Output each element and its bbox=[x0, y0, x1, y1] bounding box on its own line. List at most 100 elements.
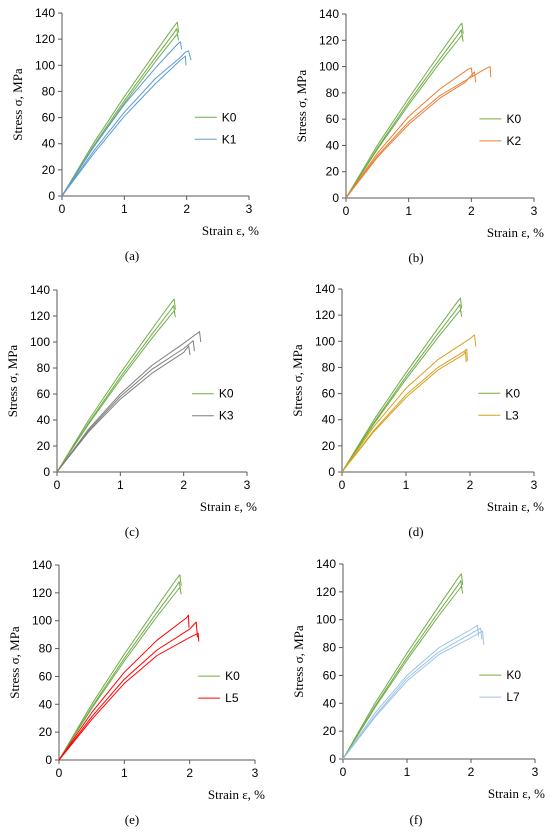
y-tick-label: 20 bbox=[39, 725, 53, 739]
y-tick-label: 80 bbox=[39, 642, 53, 656]
series-line bbox=[56, 305, 176, 473]
x-tick-label: 1 bbox=[121, 766, 128, 780]
series-line bbox=[58, 614, 190, 761]
series-line bbox=[342, 627, 483, 760]
y-tick-label: 80 bbox=[322, 360, 336, 374]
y-tick-label: 0 bbox=[328, 465, 335, 479]
x-tick-label: 1 bbox=[117, 478, 124, 492]
y-tick-label: 100 bbox=[316, 613, 336, 627]
x-tick-label: 0 bbox=[340, 765, 347, 779]
y-tick-label: 40 bbox=[326, 138, 340, 152]
chart-panel: 0 20 40 60 80 100 120 140 0 1 2 3 Stress σ, MPa Strai… bbox=[5, 283, 257, 539]
legend-label: K0 bbox=[225, 669, 240, 683]
y-tick-label: 120 bbox=[35, 32, 55, 46]
x-tick-label: 1 bbox=[405, 204, 412, 218]
x-tick-label: 1 bbox=[404, 765, 411, 779]
chart-panel: 0 20 40 60 80 100 120 140 0 1 2 3 Stress σ, MPa Strai… bbox=[291, 557, 545, 827]
panel-caption: (a) bbox=[125, 248, 139, 263]
series-line bbox=[341, 304, 462, 473]
x-tick-label: 3 bbox=[531, 204, 538, 218]
series-line bbox=[61, 21, 180, 197]
y-tick-label: 120 bbox=[32, 586, 52, 600]
y-tick-label: 140 bbox=[35, 6, 55, 20]
series-line bbox=[58, 632, 200, 761]
series-line bbox=[61, 41, 183, 197]
y-tick-label: 140 bbox=[316, 557, 336, 571]
series-line bbox=[56, 310, 176, 473]
y-tick-label: 20 bbox=[42, 163, 56, 177]
y-tick-label: 60 bbox=[322, 387, 336, 401]
series-line bbox=[56, 340, 195, 473]
legend-label: K0 bbox=[219, 387, 234, 401]
legend-label: K3 bbox=[219, 409, 234, 423]
x-tick-label: 3 bbox=[532, 765, 539, 779]
series-line bbox=[345, 71, 477, 199]
x-axis-title: Strain ε, % bbox=[200, 499, 257, 514]
series-line bbox=[58, 574, 182, 761]
y-axis-title: Stress σ, MPa bbox=[5, 345, 20, 418]
series-line bbox=[345, 34, 464, 199]
legend-label: K0 bbox=[506, 668, 521, 682]
panel-caption: (c) bbox=[125, 524, 139, 539]
y-tick-label: 100 bbox=[30, 335, 50, 349]
series-line bbox=[342, 630, 485, 760]
y-tick-label: 120 bbox=[319, 33, 339, 47]
y-tick-label: 140 bbox=[32, 558, 52, 572]
x-tick-label: 0 bbox=[343, 204, 350, 218]
y-tick-label: 20 bbox=[323, 724, 337, 738]
chart-panel: 0 20 40 60 80 100 120 140 0 1 2 3 Stress σ, MPa Strai… bbox=[294, 7, 544, 265]
y-tick-label: 100 bbox=[35, 58, 55, 72]
y-tick-label: 40 bbox=[42, 137, 56, 151]
panel-caption: (e) bbox=[125, 812, 139, 827]
y-tick-label: 40 bbox=[323, 696, 337, 710]
y-tick-label: 60 bbox=[326, 112, 340, 126]
y-axis-title: Stress σ, MPa bbox=[294, 70, 309, 143]
y-axis-title: Stress σ, MPa bbox=[290, 344, 305, 417]
legend-label: L7 bbox=[506, 690, 520, 704]
y-tick-label: 80 bbox=[42, 84, 56, 98]
series-line bbox=[61, 55, 187, 197]
y-tick-label: 20 bbox=[326, 165, 340, 179]
x-axis-title: Strain ε, % bbox=[487, 225, 544, 240]
series-line bbox=[345, 67, 474, 199]
series-line bbox=[345, 66, 492, 199]
x-tick-label: 3 bbox=[244, 478, 251, 492]
x-tick-label: 2 bbox=[468, 765, 475, 779]
x-tick-label: 1 bbox=[403, 478, 410, 492]
legend-label: L3 bbox=[505, 408, 519, 422]
chart-panel: 0 20 40 60 80 100 120 140 0 1 2 3 Stress σ, MPa Strai… bbox=[290, 282, 544, 539]
y-tick-label: 60 bbox=[42, 111, 56, 125]
y-tick-label: 20 bbox=[37, 439, 51, 453]
series-line bbox=[342, 573, 464, 760]
x-tick-label: 1 bbox=[121, 202, 128, 216]
legend-label: K0 bbox=[505, 386, 520, 400]
x-tick-label: 3 bbox=[252, 766, 259, 780]
panel-caption: (d) bbox=[408, 524, 423, 539]
panel-caption: (b) bbox=[408, 250, 423, 265]
series-line bbox=[342, 580, 463, 760]
series-line bbox=[56, 331, 202, 473]
chart-panel: 0 20 40 60 80 100 120 140 0 1 2 3 Stress σ, MPa Strai… bbox=[7, 558, 265, 827]
legend-label: K0 bbox=[222, 110, 237, 124]
x-tick-label: 2 bbox=[467, 478, 474, 492]
y-tick-label: 0 bbox=[45, 753, 52, 767]
y-tick-label: 0 bbox=[43, 465, 50, 479]
y-tick-label: 40 bbox=[37, 413, 51, 427]
series-line bbox=[341, 297, 463, 473]
y-tick-label: 140 bbox=[319, 7, 339, 21]
series-line bbox=[345, 29, 464, 199]
y-tick-label: 140 bbox=[315, 282, 335, 296]
y-tick-label: 40 bbox=[39, 697, 53, 711]
x-axis-title: Strain ε, % bbox=[487, 499, 544, 514]
series-line bbox=[61, 28, 179, 197]
series-line bbox=[341, 351, 467, 473]
y-tick-label: 120 bbox=[315, 308, 335, 322]
x-tick-label: 0 bbox=[54, 478, 61, 492]
y-tick-label: 0 bbox=[329, 752, 336, 766]
legend-label: K0 bbox=[506, 112, 521, 126]
series-line bbox=[58, 621, 198, 761]
legend-label: K2 bbox=[506, 134, 521, 148]
series-line bbox=[58, 581, 181, 761]
y-tick-label: 0 bbox=[48, 189, 55, 203]
